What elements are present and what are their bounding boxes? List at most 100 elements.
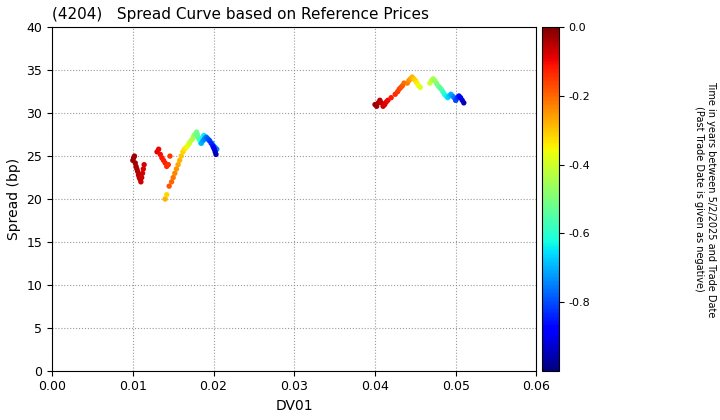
Point xyxy=(159,160,171,166)
Point xyxy=(436,86,447,92)
Point xyxy=(204,137,215,144)
Point xyxy=(450,97,462,104)
Point xyxy=(171,165,182,172)
Point xyxy=(374,97,386,104)
Point xyxy=(169,170,181,177)
Point xyxy=(437,88,449,95)
Point xyxy=(128,155,140,161)
Point xyxy=(395,84,407,91)
Point xyxy=(192,134,204,141)
Point xyxy=(185,137,197,144)
X-axis label: DV01: DV01 xyxy=(276,399,313,413)
Point xyxy=(210,148,221,155)
Point xyxy=(168,174,179,181)
Point xyxy=(382,97,394,104)
Point xyxy=(137,170,148,177)
Point xyxy=(199,136,210,142)
Point xyxy=(131,165,143,172)
Point xyxy=(153,146,164,152)
Point xyxy=(130,163,142,170)
Point xyxy=(415,84,426,91)
Point xyxy=(159,196,171,202)
Point xyxy=(398,80,410,87)
Point xyxy=(445,91,456,97)
Point xyxy=(127,157,138,164)
Point xyxy=(198,132,210,139)
Point xyxy=(393,86,405,92)
Point xyxy=(204,137,215,144)
Point xyxy=(177,148,189,155)
Point xyxy=(176,153,187,160)
Y-axis label: Spread (bp): Spread (bp) xyxy=(7,158,21,240)
Point xyxy=(132,172,144,178)
Point xyxy=(130,160,141,166)
Point xyxy=(202,136,214,142)
Point xyxy=(135,178,147,185)
Point xyxy=(456,97,468,104)
Point xyxy=(166,178,177,185)
Point xyxy=(188,134,199,141)
Point xyxy=(158,157,169,164)
Point xyxy=(197,137,209,144)
Point xyxy=(208,142,220,149)
Point xyxy=(431,80,442,87)
Point xyxy=(449,94,460,101)
Point xyxy=(453,93,464,100)
Point xyxy=(208,144,220,151)
Point xyxy=(450,97,462,104)
Point xyxy=(426,77,437,84)
Point xyxy=(180,144,192,151)
Point xyxy=(194,137,206,144)
Point xyxy=(184,140,195,147)
Point xyxy=(182,142,194,149)
Point xyxy=(197,136,208,142)
Point xyxy=(405,76,416,82)
Point xyxy=(138,161,150,168)
Point xyxy=(209,146,220,152)
Point xyxy=(163,161,174,168)
Point xyxy=(205,140,217,147)
Point xyxy=(151,148,163,155)
Point xyxy=(135,176,146,183)
Point xyxy=(379,101,390,108)
Point xyxy=(432,82,444,89)
Point xyxy=(174,157,186,164)
Point xyxy=(164,153,176,160)
Point xyxy=(455,94,467,101)
Point xyxy=(189,131,201,138)
Point xyxy=(458,100,469,106)
Point xyxy=(402,80,413,87)
Point xyxy=(129,153,140,160)
Point xyxy=(392,88,403,95)
Point xyxy=(155,151,166,158)
Point xyxy=(434,84,446,91)
Point xyxy=(179,146,190,152)
Y-axis label: Time in years between 5/2/2025 and Trade Date
(Past Trade Date is given as negat: Time in years between 5/2/2025 and Trade… xyxy=(694,81,716,317)
Point xyxy=(184,140,195,147)
Point xyxy=(390,91,401,97)
Point xyxy=(441,93,452,100)
Point xyxy=(210,151,222,158)
Point xyxy=(372,100,384,106)
Point xyxy=(207,142,218,149)
Point xyxy=(446,93,458,100)
Point xyxy=(132,168,143,175)
Point xyxy=(444,93,455,100)
Point xyxy=(376,100,387,106)
Point xyxy=(428,76,439,82)
Point xyxy=(438,91,450,97)
Point xyxy=(411,80,423,87)
Point xyxy=(211,146,222,152)
Point xyxy=(451,94,463,101)
Point xyxy=(429,77,441,84)
Point xyxy=(161,192,173,198)
Point xyxy=(189,132,200,139)
Point xyxy=(138,165,149,172)
Text: (4204)   Spread Curve based on Reference Prices: (4204) Spread Curve based on Reference P… xyxy=(52,7,429,22)
Point xyxy=(202,136,213,142)
Point xyxy=(408,76,420,82)
Point xyxy=(196,140,207,147)
Point xyxy=(424,80,436,87)
Point xyxy=(191,129,202,135)
Point xyxy=(199,134,211,141)
